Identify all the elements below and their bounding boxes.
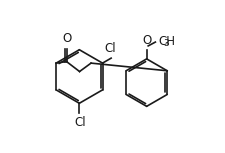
Text: Cl: Cl: [104, 42, 116, 55]
Text: 3: 3: [163, 39, 169, 48]
Text: O: O: [62, 32, 71, 45]
Text: CH: CH: [158, 35, 175, 48]
Text: Cl: Cl: [74, 116, 86, 129]
Text: O: O: [142, 34, 151, 47]
